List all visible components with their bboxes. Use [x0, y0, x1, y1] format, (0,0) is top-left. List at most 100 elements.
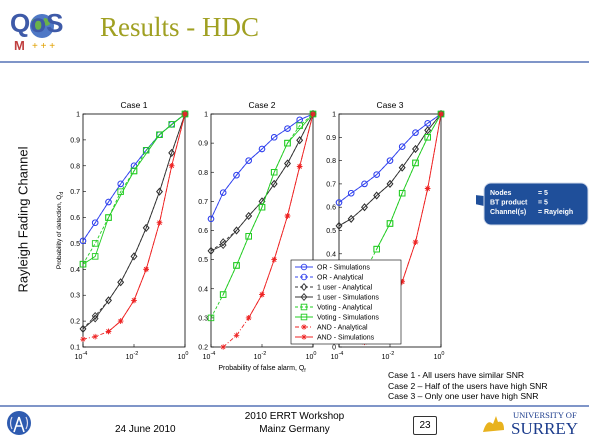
data-point	[168, 162, 175, 169]
data-point	[219, 189, 227, 196]
legend-marker	[300, 273, 308, 281]
plot-frame	[82, 113, 186, 348]
legend: OR - Simulations OR - Analytical 1 user - …	[290, 259, 402, 345]
x-axis-label: Probability of false alarm, Qf	[218, 365, 306, 374]
data-point	[142, 223, 150, 232]
data-point	[424, 120, 431, 127]
data-point	[270, 134, 278, 141]
data-point	[347, 214, 355, 223]
data-point	[424, 126, 432, 135]
data-point	[79, 324, 87, 333]
data-point	[168, 148, 176, 157]
data-point	[105, 328, 112, 335]
y-tick-label: 0.3	[70, 293, 80, 300]
series-1-user-simulations	[79, 110, 189, 333]
footer-date: 24 June 2010	[115, 424, 176, 435]
data-point	[91, 219, 99, 226]
data-point	[271, 256, 277, 263]
data-point	[284, 125, 291, 132]
data-point	[335, 199, 343, 206]
data-point	[412, 159, 419, 167]
data-point	[79, 260, 87, 268]
case-notes: Case 1 - All users have similar SNR Case…	[388, 370, 548, 402]
series-and-simulations	[105, 111, 188, 335]
series-and-simulations	[245, 111, 316, 321]
series-1-user-simulations	[335, 110, 445, 230]
data-point	[245, 233, 252, 240]
data-point	[181, 110, 189, 118]
data-point	[117, 278, 125, 287]
qos-logo: QoS M + + +	[10, 8, 63, 53]
data-point	[207, 246, 215, 255]
footer-divider	[0, 405, 589, 407]
svg-text:M: M	[14, 38, 25, 53]
data-point	[373, 245, 380, 253]
data-point	[79, 237, 87, 245]
y-tick-label: 0.2	[70, 319, 80, 326]
data-point	[233, 332, 240, 339]
series-voting-simulations	[79, 110, 189, 268]
x-tick-label: 10-4	[331, 351, 344, 361]
data-point	[361, 180, 368, 188]
data-point	[80, 336, 86, 343]
legend-marker	[300, 303, 308, 311]
y-tick-label: 0.7	[198, 199, 208, 206]
y-tick-label: 0.4	[326, 251, 336, 258]
callout-value: = 5	[538, 190, 548, 197]
data-point	[347, 189, 355, 197]
stag-icon	[483, 416, 504, 432]
x-tick-label: 10-2	[382, 351, 395, 361]
callout-value: = 5	[538, 200, 548, 207]
series-line	[248, 113, 314, 319]
x-tick-label: 10-4	[203, 351, 216, 361]
legend-entry: AND - Simulations	[317, 335, 375, 342]
note-case-3: Case 3 – Only one user have high SNR	[388, 391, 539, 401]
series-line	[338, 113, 442, 227]
series-1-user-simulations	[207, 110, 317, 255]
footer-workshop: 2010 ERRT Workshop	[244, 411, 345, 422]
data-point	[130, 252, 138, 261]
data-point	[399, 278, 405, 285]
data-point	[105, 296, 112, 305]
callout-value: = Rayleigh	[538, 209, 573, 216]
legend-marker	[301, 334, 307, 340]
university-top-text: UNIVERSITY OF	[513, 410, 577, 420]
data-point	[424, 185, 431, 192]
page-title: Results - HDC	[100, 12, 260, 42]
y-tick-label: 0.1	[70, 345, 80, 352]
data-point	[296, 163, 303, 170]
y-tick-label: 1	[332, 112, 336, 119]
data-point	[105, 198, 112, 206]
x-tick-label: 100	[178, 351, 189, 361]
y-tick-label: 0.8	[70, 163, 80, 170]
data-point	[207, 215, 215, 223]
data-point	[220, 344, 226, 350]
data-point	[131, 297, 137, 304]
data-point	[386, 220, 394, 227]
data-point	[92, 333, 98, 340]
data-point	[219, 241, 227, 250]
university-name: SURREY	[511, 419, 578, 437]
legend-marker	[300, 293, 308, 301]
data-point	[219, 291, 227, 298]
y-axis-label: Probability of detection, Qd	[56, 192, 65, 269]
chart-title: Case 2	[249, 100, 276, 110]
data-point	[309, 110, 317, 118]
note-case-2: Case 2 – Half of the users have high SNR	[388, 380, 548, 391]
legend-marker	[301, 324, 307, 330]
data-point	[156, 187, 163, 196]
data-point	[105, 214, 112, 221]
data-point	[373, 171, 380, 178]
data-point	[412, 144, 419, 153]
data-point	[91, 240, 99, 247]
callout-key: BT product	[490, 200, 528, 207]
data-point	[233, 262, 240, 269]
page-number: 23	[413, 416, 437, 435]
data-point	[284, 159, 291, 168]
logo-letter-q: QoS	[10, 8, 63, 38]
data-point	[386, 157, 394, 164]
data-point	[270, 179, 278, 188]
data-point	[130, 167, 138, 175]
parameters-callout: Nodes = 5 BT product = 5 Channel(s) = Rayleig…	[476, 182, 589, 226]
